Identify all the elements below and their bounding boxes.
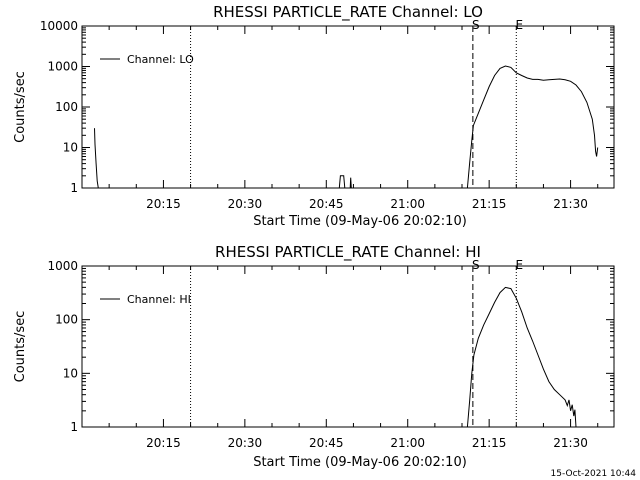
event-marker-label: E bbox=[515, 258, 523, 272]
legend-label: Channel: LO bbox=[127, 53, 194, 66]
series-line bbox=[466, 286, 577, 428]
series-line bbox=[349, 177, 352, 189]
series-line bbox=[94, 128, 99, 189]
event-marker-label: S bbox=[472, 18, 480, 32]
x-tick-label: 21:00 bbox=[390, 436, 425, 450]
x-tick-label: 20:30 bbox=[228, 436, 263, 450]
x-tick-label: 20:45 bbox=[309, 197, 344, 211]
plot-timestamp: 15-Oct-2021 10:44 bbox=[551, 469, 637, 479]
chart-title: RHESSI PARTICLE_RATE Channel: HI bbox=[215, 243, 481, 262]
event-marker-label: S bbox=[472, 258, 480, 272]
y-tick-label: 1 bbox=[70, 420, 78, 434]
series-line bbox=[338, 175, 346, 189]
plot-frame bbox=[81, 25, 615, 189]
x-tick-label: 21:30 bbox=[553, 197, 588, 211]
y-axis-label: Counts/sec bbox=[13, 311, 28, 383]
y-tick-label: 100 bbox=[55, 100, 78, 114]
x-axis-label: Start Time (09-May-06 20:02:10) bbox=[253, 455, 467, 470]
x-tick-label: 20:45 bbox=[309, 436, 344, 450]
y-tick-label: 1000 bbox=[47, 60, 78, 74]
y-tick-label: 1 bbox=[70, 181, 78, 195]
y-tick-label: 10000 bbox=[40, 19, 78, 33]
x-tick-label: 21:15 bbox=[472, 436, 507, 450]
x-tick-label: 21:30 bbox=[553, 436, 588, 450]
y-tick-label: 100 bbox=[55, 313, 78, 327]
y-tick-label: 10 bbox=[63, 141, 78, 155]
x-tick-label: 21:15 bbox=[472, 197, 507, 211]
legend-label: Channel: HI bbox=[127, 293, 191, 306]
y-tick-label: 1000 bbox=[47, 259, 78, 273]
event-marker-label: E bbox=[515, 18, 523, 32]
chart-title: RHESSI PARTICLE_RATE Channel: LO bbox=[213, 3, 483, 22]
x-tick-label: 20:15 bbox=[146, 197, 181, 211]
x-axis-label: Start Time (09-May-06 20:02:10) bbox=[253, 214, 467, 229]
series-line bbox=[466, 65, 599, 189]
x-tick-label: 20:15 bbox=[146, 436, 181, 450]
x-tick-label: 21:00 bbox=[390, 197, 425, 211]
y-tick-label: 10 bbox=[63, 366, 78, 380]
y-axis-label: Counts/sec bbox=[13, 71, 28, 143]
x-tick-label: 20:30 bbox=[228, 197, 263, 211]
